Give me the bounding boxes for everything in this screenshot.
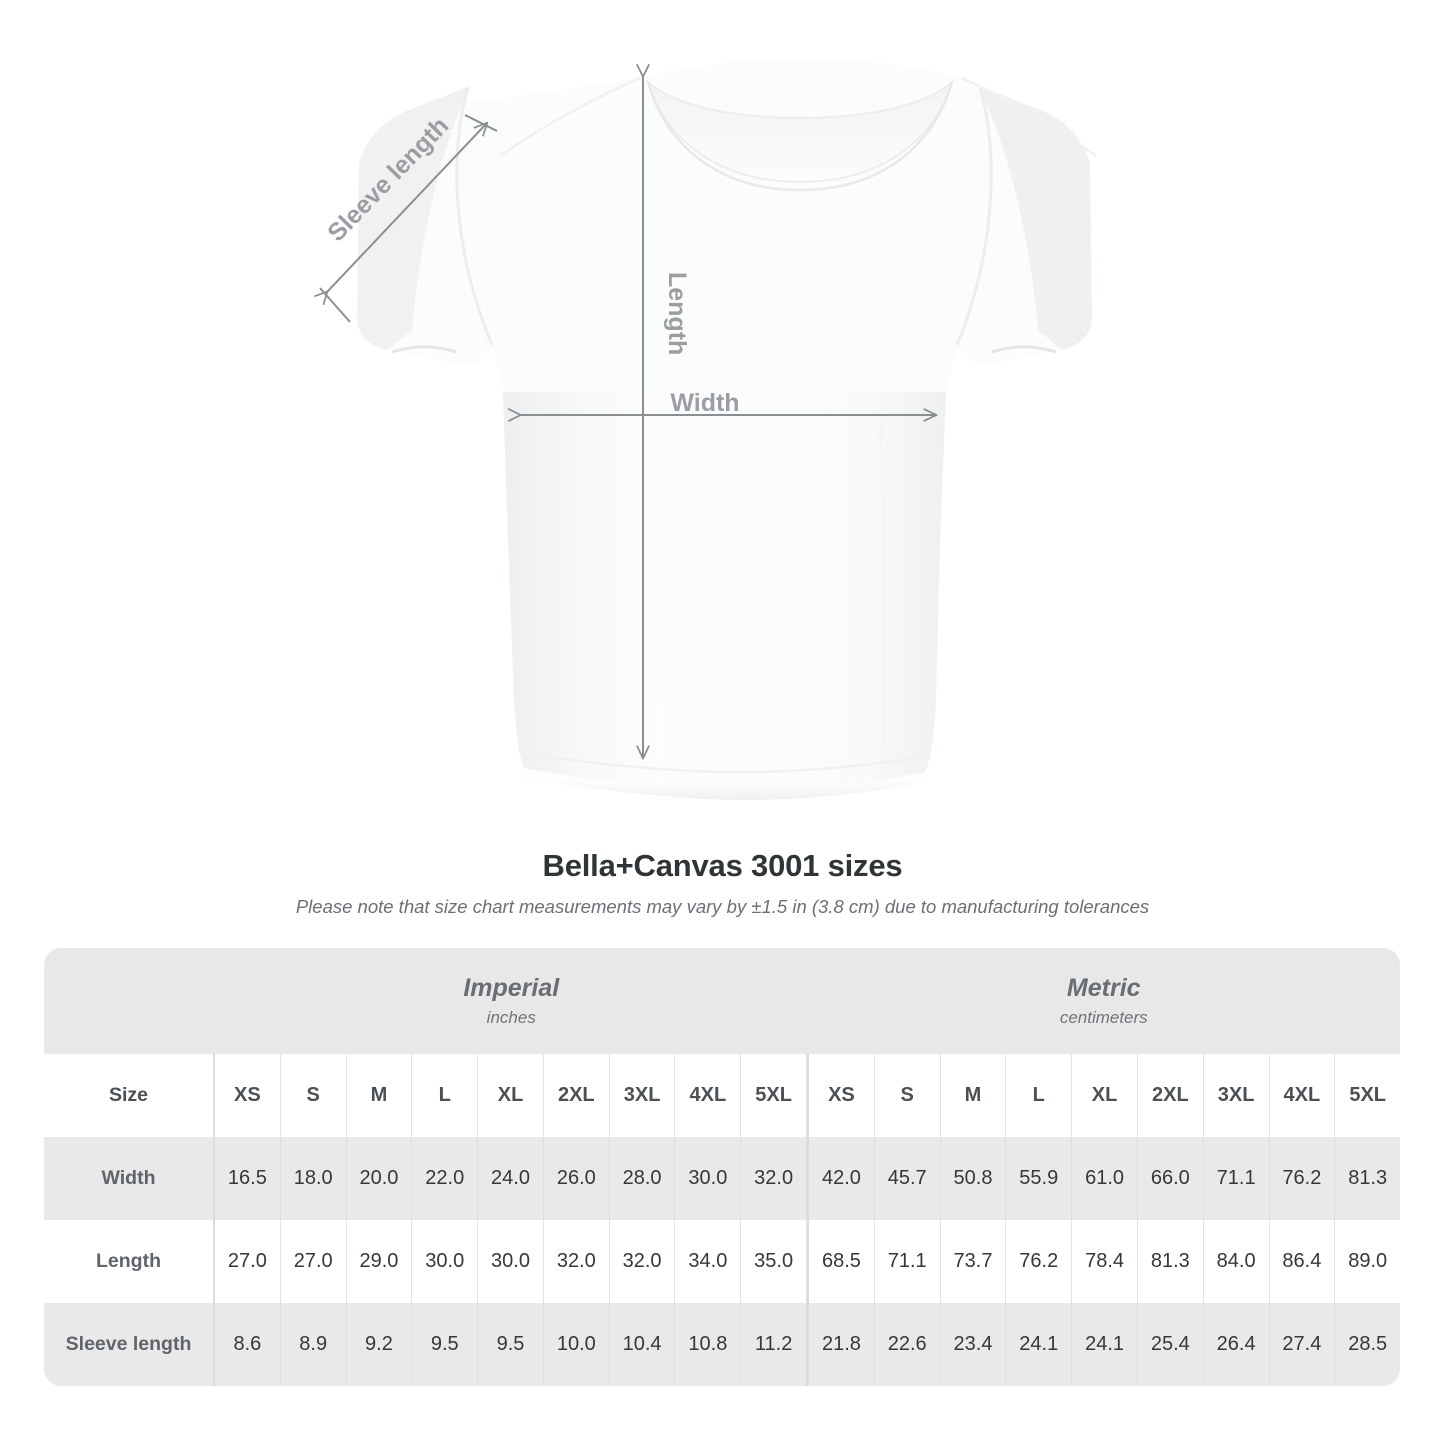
size-chart-table: Imperial inches Metric centimeters Size … bbox=[44, 948, 1400, 1386]
table-cell: 30.0 bbox=[478, 1220, 544, 1303]
size-header-cell: 2XL bbox=[1138, 1054, 1204, 1137]
size-header-cell: M bbox=[347, 1054, 413, 1137]
page-title: Bella+Canvas 3001 sizes bbox=[542, 848, 903, 883]
table-cell: 9.2 bbox=[347, 1303, 413, 1386]
table-cell: 76.2 bbox=[1270, 1137, 1336, 1220]
size-header-cell: M bbox=[941, 1054, 1007, 1137]
size-header-cell: 2XL bbox=[544, 1054, 610, 1137]
table-cell: 55.9 bbox=[1006, 1137, 1073, 1220]
table-cell: 68.5 bbox=[807, 1220, 875, 1303]
size-header-cell: XL bbox=[1072, 1054, 1138, 1137]
table-cell: 27.4 bbox=[1270, 1303, 1336, 1386]
size-header-cell: XL bbox=[478, 1054, 544, 1137]
table-cell: 42.0 bbox=[807, 1137, 875, 1220]
row-label-length: Length bbox=[44, 1220, 215, 1303]
table-cell: 27.0 bbox=[281, 1220, 347, 1303]
table-cell: 84.0 bbox=[1204, 1220, 1270, 1303]
table-cell: 35.0 bbox=[741, 1220, 808, 1303]
table-cell: 10.4 bbox=[610, 1303, 676, 1386]
size-header-cell: 4XL bbox=[675, 1054, 742, 1137]
table-cell: 9.5 bbox=[478, 1303, 544, 1386]
table-cell: 71.1 bbox=[875, 1220, 941, 1303]
row-label-sleeve-length: Sleeve length bbox=[44, 1303, 215, 1386]
table-row: Sleeve length 8.6 8.9 9.2 9.5 9.5 10.0 1… bbox=[44, 1303, 1400, 1386]
width-dimension: Width bbox=[520, 389, 936, 417]
unit-system-metric: Metric centimeters bbox=[808, 948, 1401, 1054]
table-cell: 22.0 bbox=[412, 1137, 479, 1220]
table-cell: 29.0 bbox=[347, 1220, 413, 1303]
table-cell: 89.0 bbox=[1348, 1250, 1388, 1272]
table-cell: 24.1 bbox=[1072, 1303, 1138, 1386]
table-cell: 30.0 bbox=[675, 1137, 742, 1220]
table-cell: 61.0 bbox=[1072, 1137, 1138, 1220]
table-cell: 10.8 bbox=[675, 1303, 742, 1386]
table-cell: 81.3 bbox=[1138, 1220, 1204, 1303]
table-cell: 16.5 bbox=[215, 1137, 281, 1220]
table-cell: 28.5 bbox=[1348, 1333, 1388, 1355]
row-label-width: Width bbox=[44, 1137, 215, 1220]
sleeve-length-arrow bbox=[327, 123, 487, 292]
size-header-cell: 4XL bbox=[1270, 1054, 1336, 1137]
table-cell: 26.4 bbox=[1204, 1303, 1270, 1386]
table-cell: 73.7 bbox=[941, 1220, 1007, 1303]
table-cell: 86.4 bbox=[1270, 1220, 1336, 1303]
unit-header-spacer bbox=[44, 948, 215, 1054]
size-header-cell: 5XL bbox=[741, 1054, 808, 1137]
size-header-cell: L bbox=[1006, 1054, 1073, 1137]
table-cell: 22.6 bbox=[875, 1303, 941, 1386]
table-cell: 76.2 bbox=[1006, 1220, 1073, 1303]
tshirt-silhouette bbox=[357, 58, 1097, 800]
table-cell: 30.0 bbox=[412, 1220, 479, 1303]
size-header-cell: S bbox=[875, 1054, 941, 1137]
tolerance-note: Please note that size chart measurements… bbox=[295, 896, 1150, 917]
table-cell: 20.0 bbox=[347, 1137, 413, 1220]
table-cell: 21.8 bbox=[807, 1303, 875, 1386]
length-label: Length bbox=[663, 272, 691, 355]
table-cell: 18.0 bbox=[281, 1137, 347, 1220]
table-cell: 78.4 bbox=[1072, 1220, 1138, 1303]
unit-system-header: Imperial inches Metric centimeters bbox=[44, 948, 1400, 1054]
table-cell: 32.0 bbox=[741, 1137, 808, 1220]
table-cell: 34.0 bbox=[675, 1220, 742, 1303]
table-cell: 26.0 bbox=[544, 1137, 610, 1220]
size-header-cell: XS bbox=[807, 1054, 875, 1137]
table-cell: 10.0 bbox=[544, 1303, 610, 1386]
table-cell: 9.5 bbox=[412, 1303, 479, 1386]
table-header-row: Size XS S M L XL 2XL 3XL 4XL 5XL XS S M … bbox=[44, 1054, 1400, 1137]
unit-system-imperial: Imperial inches bbox=[215, 948, 808, 1054]
size-header-cell: 3XL bbox=[610, 1054, 676, 1137]
table-cell: 66.0 bbox=[1138, 1137, 1204, 1220]
table-cell: 32.0 bbox=[544, 1220, 610, 1303]
imperial-title: Imperial bbox=[463, 974, 560, 1003]
table-cell: 45.7 bbox=[875, 1137, 941, 1220]
size-header-cell: 3XL bbox=[1204, 1054, 1270, 1137]
metric-title: Metric bbox=[1066, 974, 1141, 1003]
size-header-cell: 5XL bbox=[1349, 1084, 1387, 1106]
table-cell: 24.0 bbox=[478, 1137, 544, 1220]
width-label: Width bbox=[670, 389, 739, 417]
imperial-unit: inches bbox=[486, 1007, 536, 1027]
size-header-cell: L bbox=[412, 1054, 479, 1137]
size-column-header: Size bbox=[44, 1054, 215, 1137]
table-cell: 24.1 bbox=[1006, 1303, 1073, 1386]
table-cell: 71.1 bbox=[1204, 1137, 1270, 1220]
table-cell: 50.8 bbox=[941, 1137, 1007, 1220]
table-cell: 8.6 bbox=[215, 1303, 281, 1386]
table-cell: 32.0 bbox=[610, 1220, 676, 1303]
size-header-cell: S bbox=[281, 1054, 347, 1137]
table-cell: 8.9 bbox=[281, 1303, 347, 1386]
metric-unit: centimeters bbox=[1059, 1007, 1148, 1027]
table-row: Length 27.0 27.0 29.0 30.0 30.0 32.0 32.… bbox=[44, 1220, 1400, 1303]
table-cell: 23.4 bbox=[941, 1303, 1007, 1386]
table-cell: 81.3 bbox=[1348, 1167, 1388, 1189]
table-cell: 27.0 bbox=[215, 1220, 281, 1303]
table-row: Width 16.5 18.0 20.0 22.0 24.0 26.0 28.0… bbox=[44, 1137, 1400, 1220]
table-cell: 25.4 bbox=[1138, 1303, 1204, 1386]
table-cell: 11.2 bbox=[741, 1303, 808, 1386]
size-header-cell: XS bbox=[215, 1054, 281, 1137]
tshirt-measurement-diagram: Length Width Sleeve length bbox=[0, 58, 1097, 800]
table-cell: 28.0 bbox=[610, 1137, 676, 1220]
